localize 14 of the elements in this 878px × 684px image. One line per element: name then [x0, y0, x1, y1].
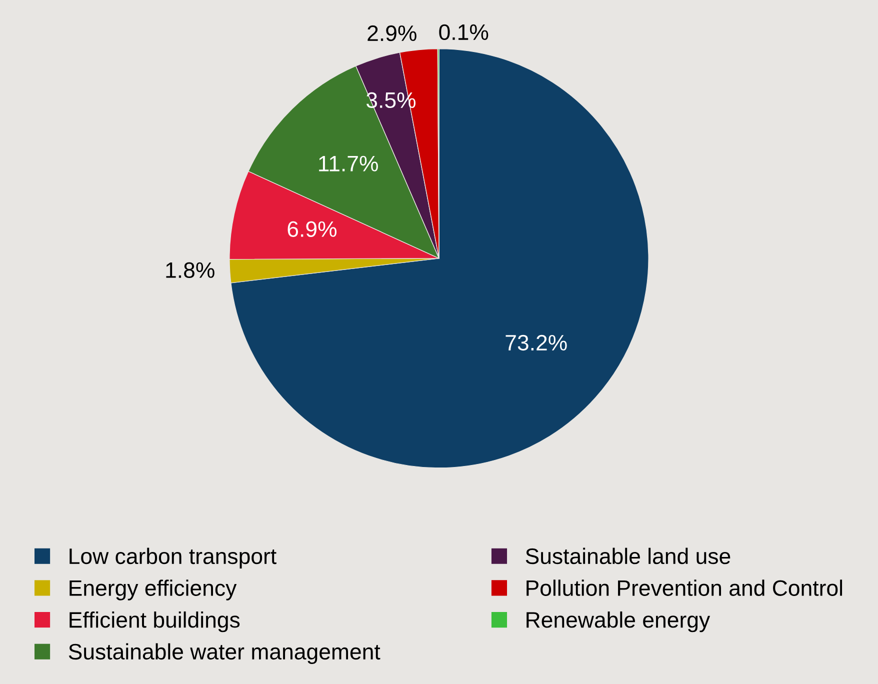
legend-label: Efficient buildings	[70, 611, 240, 632]
legend-label: Sustainable land use	[526, 548, 730, 564]
legend-label: Pollution Prevention and Control	[526, 580, 842, 596]
legend-label: Renewable energy	[526, 611, 710, 632]
legend-label: Sustainable water management	[68, 643, 380, 664]
data-label: 6.9%	[288, 221, 337, 237]
legend-label: Energy efficiency	[70, 580, 237, 600]
data-label: 2.9%	[368, 25, 416, 42]
legend-label: Low carbon transport	[70, 548, 276, 569]
data-label: 0.1%	[439, 24, 488, 40]
pie-slice	[230, 48, 649, 468]
data-label: 11.7%	[319, 156, 378, 172]
data-label: 73.2%	[506, 334, 567, 351]
data-label: 1.8%	[166, 262, 214, 278]
